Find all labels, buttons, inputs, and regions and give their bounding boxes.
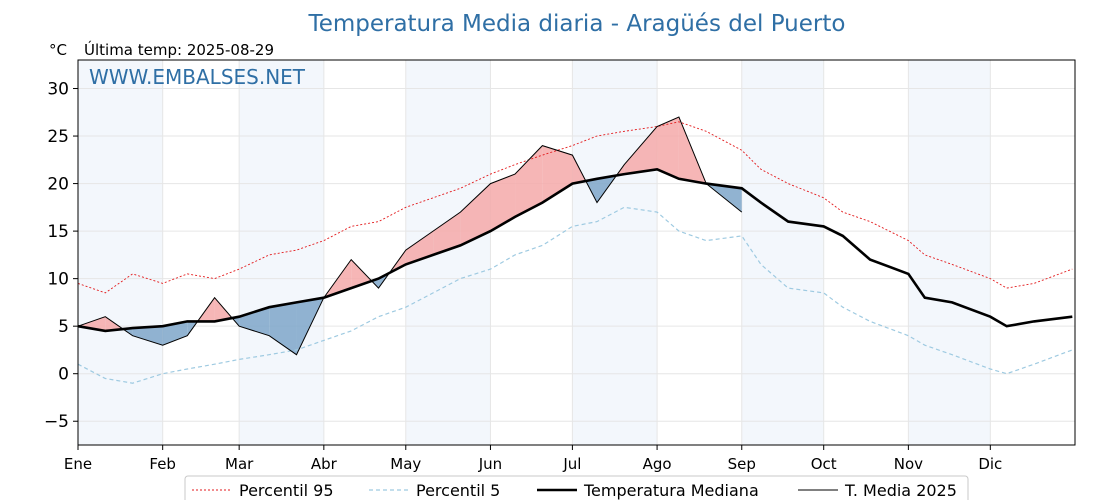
x-tick-label: Sep xyxy=(728,455,756,473)
y-axis-unit: °C xyxy=(49,41,67,59)
x-tick-label: Feb xyxy=(149,455,176,473)
legend-t-media-2025-label: T. Media 2025 xyxy=(844,481,957,500)
y-tick-label: 15 xyxy=(47,222,69,242)
x-tick-label: Mar xyxy=(225,455,254,473)
y-tick-label: −5 xyxy=(44,412,69,432)
watermark: WWW.EMBALSES.NET xyxy=(89,65,306,89)
x-tick-label: Jul xyxy=(562,455,581,473)
y-tick-label: 0 xyxy=(58,365,69,385)
plot-frame xyxy=(77,59,1076,446)
above-median-fill xyxy=(624,126,658,175)
month-band xyxy=(741,60,824,445)
below-median-fill xyxy=(269,302,297,355)
above-median-fill xyxy=(351,259,372,289)
month-band xyxy=(78,60,163,445)
month-shading-bands xyxy=(78,60,991,445)
month-band xyxy=(908,60,991,445)
percentil-95-line xyxy=(77,121,1073,294)
y-tick-label: 5 xyxy=(58,317,69,337)
x-tick-label: May xyxy=(390,455,421,473)
y-tick-label: 25 xyxy=(47,127,69,147)
above-median-fill xyxy=(433,212,461,255)
x-tick-label: Abr xyxy=(311,455,338,473)
x-tick-label: Ene xyxy=(64,455,92,473)
x-tick-label: Ago xyxy=(643,455,672,473)
t-media-2025-line xyxy=(77,116,743,356)
above-median-fill xyxy=(460,183,491,246)
x-tick-label: Nov xyxy=(894,455,923,473)
above-median-fill xyxy=(515,145,543,217)
last-temp-label: Última temp: 2025-08-29 xyxy=(84,40,274,59)
y-tick-label: 30 xyxy=(47,80,69,100)
month-band xyxy=(572,60,658,445)
below-median-fill xyxy=(162,321,188,346)
legend-box xyxy=(184,475,969,500)
x-tick-label: Oct xyxy=(811,455,837,473)
median-line xyxy=(77,167,1073,333)
legend: Percentil 95 Percentil 5 Temperatura Media… xyxy=(184,475,969,500)
y-tick-label: 20 xyxy=(47,175,69,195)
series-lines xyxy=(77,116,1073,384)
y-tick-label: 10 xyxy=(47,270,69,290)
x-tick-label: Dic xyxy=(978,455,1002,473)
above-median-fill xyxy=(490,174,516,232)
legend-percentil-5-label: Percentil 5 xyxy=(416,481,500,500)
below-median-fill xyxy=(132,326,163,346)
legend-percentil-95-label: Percentil 95 xyxy=(239,481,334,500)
chart-title: Temperatura Media diaria - Aragüés del P… xyxy=(308,11,846,37)
x-tick-label: Jun xyxy=(478,455,502,473)
legend-temperatura-mediana-label: Temperatura Mediana xyxy=(583,481,759,500)
above-median-fill xyxy=(214,297,233,322)
above-median-fill xyxy=(657,117,679,179)
month-band xyxy=(239,60,324,445)
x-axis-ticks: Ene Feb Mar Abr May Jun Jul Ago Sep Oct Nov Dic xyxy=(64,445,1002,473)
y-axis-ticks: −5 0 5 10 15 20 25 30 xyxy=(44,80,78,432)
